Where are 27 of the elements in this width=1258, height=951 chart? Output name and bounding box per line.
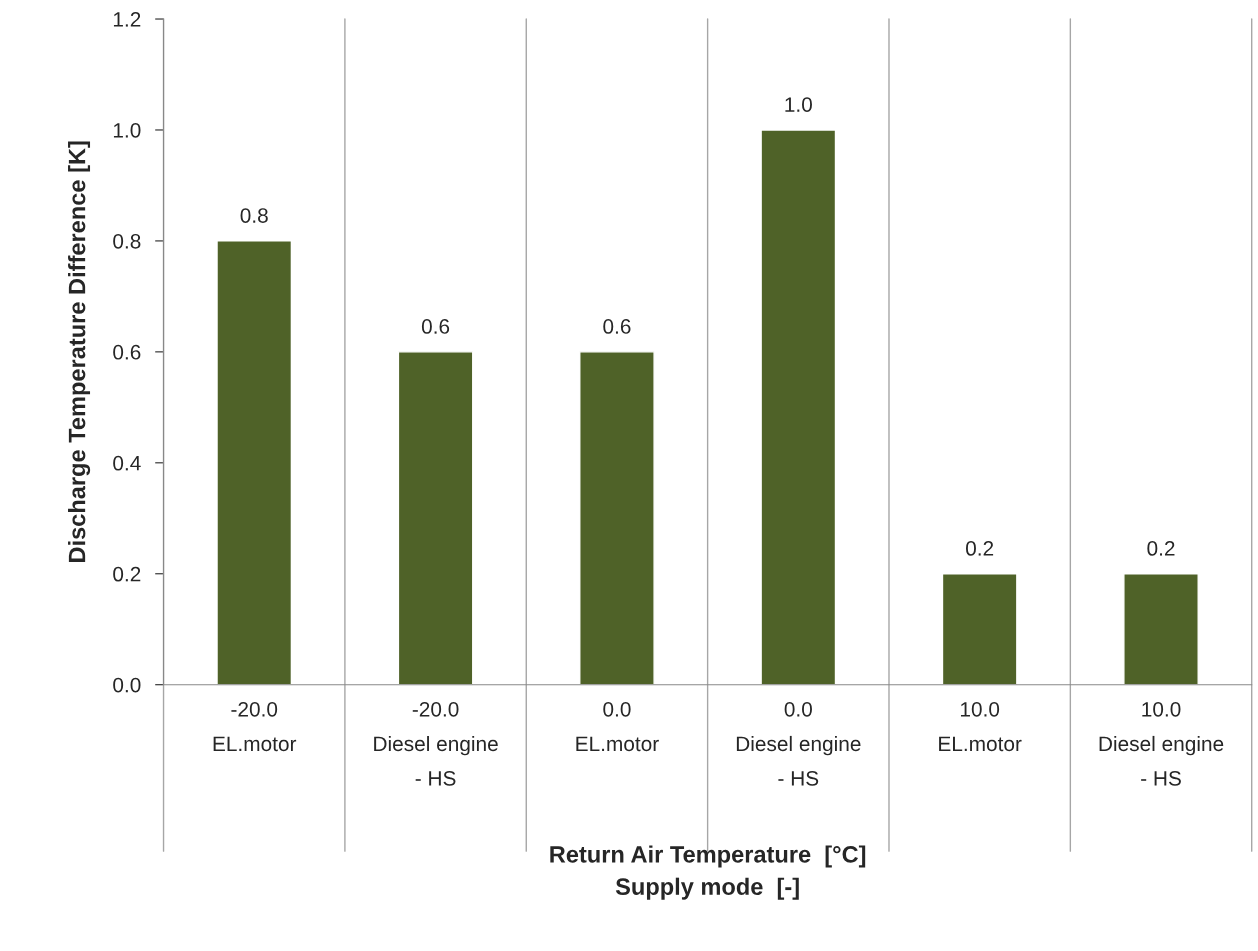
bar	[760, 129, 837, 685]
y-tick-label: 1.0	[113, 122, 141, 138]
data-label: 0.2	[966, 541, 994, 556]
data-label: 0.6	[421, 319, 450, 334]
data-label: 0.8	[240, 208, 268, 223]
y-tick-label: 0.8	[113, 233, 141, 249]
bar	[216, 240, 293, 685]
bar	[1123, 573, 1199, 685]
x-tick-label: 10.0 Diesel engine - HS	[1099, 701, 1224, 786]
bar	[397, 351, 474, 685]
bar	[579, 351, 655, 685]
bar	[941, 573, 1018, 685]
x-tick-label: -20.0 EL.motor	[213, 701, 297, 752]
y-tick-label: 0.2	[113, 566, 141, 582]
y-axis-title: Discharge Temperature Difference [K]	[68, 141, 91, 562]
x-tick-label: 0.0 Diesel engine - HS	[736, 701, 861, 786]
data-label: 0.2	[1147, 541, 1175, 556]
y-tick-label: 0.6	[113, 344, 141, 360]
data-label: 0.6	[603, 319, 631, 334]
y-tick-label: 0.0	[113, 677, 141, 693]
x-tick-label: 10.0 EL.motor	[939, 701, 1022, 752]
y-tick-label: 1.2	[113, 12, 141, 27]
x-axis-title: Return Air Temperature [°C] Supply mode [-]	[550, 845, 866, 900]
x-tick-label: 0.0 EL.motor	[576, 701, 659, 752]
x-tick-label: -20.0 Diesel engine - HS	[374, 701, 498, 786]
data-label: 1.0	[785, 97, 812, 112]
y-tick-label: 0.4	[113, 455, 141, 471]
